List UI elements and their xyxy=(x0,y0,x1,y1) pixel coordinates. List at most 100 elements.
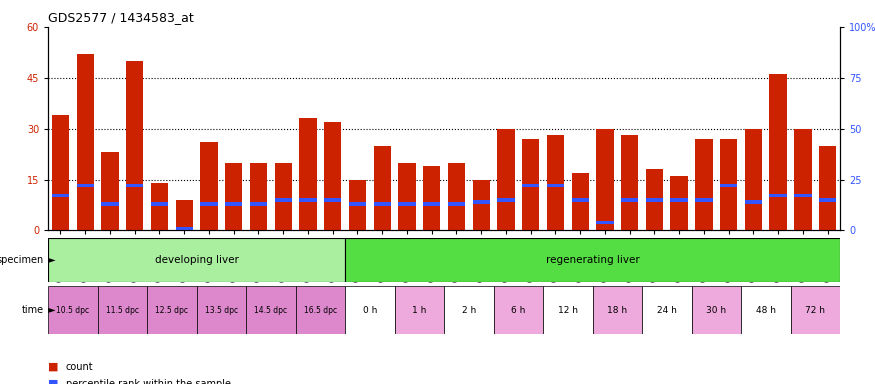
Bar xyxy=(48,286,98,334)
Text: ■: ■ xyxy=(48,379,59,384)
Bar xyxy=(646,198,663,202)
Text: 24 h: 24 h xyxy=(657,306,676,314)
Bar xyxy=(48,238,345,282)
Bar xyxy=(98,286,147,334)
Bar xyxy=(670,198,688,202)
Bar xyxy=(522,184,539,187)
Bar xyxy=(102,152,119,230)
Bar xyxy=(296,286,345,334)
Text: 1 h: 1 h xyxy=(412,306,426,314)
Bar xyxy=(642,286,691,334)
Bar xyxy=(197,286,246,334)
Text: 2 h: 2 h xyxy=(462,306,476,314)
Bar xyxy=(819,198,836,202)
Text: 72 h: 72 h xyxy=(805,306,825,314)
Bar xyxy=(769,194,787,197)
Bar xyxy=(691,286,741,334)
Bar xyxy=(696,198,712,202)
Bar xyxy=(147,286,197,334)
Text: 0 h: 0 h xyxy=(362,306,377,314)
Bar xyxy=(102,202,119,206)
Bar xyxy=(275,162,292,230)
Bar xyxy=(324,198,341,202)
Text: developing liver: developing liver xyxy=(155,255,239,265)
Bar xyxy=(596,220,613,224)
Bar xyxy=(819,146,836,230)
Bar xyxy=(720,139,738,230)
Bar xyxy=(225,202,242,206)
Bar xyxy=(126,61,144,230)
Bar xyxy=(596,129,613,230)
Bar xyxy=(497,198,514,202)
Bar xyxy=(493,286,543,334)
Text: 6 h: 6 h xyxy=(511,306,526,314)
Bar xyxy=(646,169,663,230)
Bar xyxy=(696,139,712,230)
Bar xyxy=(126,184,144,187)
Bar xyxy=(794,129,811,230)
Bar xyxy=(77,54,94,230)
Bar xyxy=(275,198,292,202)
Bar xyxy=(423,202,440,206)
Bar xyxy=(444,286,493,334)
Bar xyxy=(769,74,787,230)
Bar xyxy=(249,202,267,206)
Bar xyxy=(670,176,688,230)
Bar xyxy=(324,122,341,230)
Bar xyxy=(448,202,466,206)
Bar xyxy=(150,183,168,230)
Bar xyxy=(497,129,514,230)
Bar xyxy=(249,162,267,230)
Text: percentile rank within the sample: percentile rank within the sample xyxy=(66,379,231,384)
Bar xyxy=(794,194,811,197)
Bar xyxy=(571,198,589,202)
Bar xyxy=(592,286,642,334)
Text: ■: ■ xyxy=(48,362,59,372)
Text: 11.5 dpc: 11.5 dpc xyxy=(106,306,139,314)
Bar xyxy=(52,115,69,230)
Text: 13.5 dpc: 13.5 dpc xyxy=(205,306,238,314)
Bar xyxy=(225,162,242,230)
Bar xyxy=(374,202,391,206)
Bar xyxy=(547,184,564,187)
Bar xyxy=(299,198,317,202)
Text: count: count xyxy=(66,362,94,372)
Bar xyxy=(741,286,790,334)
Bar xyxy=(745,200,762,204)
Text: 48 h: 48 h xyxy=(756,306,776,314)
Text: 18 h: 18 h xyxy=(607,306,627,314)
Bar xyxy=(547,136,564,230)
Bar xyxy=(349,180,366,230)
Bar xyxy=(345,238,840,282)
Text: 16.5 dpc: 16.5 dpc xyxy=(304,306,337,314)
Text: 10.5 dpc: 10.5 dpc xyxy=(56,306,89,314)
Bar xyxy=(423,166,440,230)
Bar xyxy=(543,286,592,334)
Bar xyxy=(374,146,391,230)
Text: regenerating liver: regenerating liver xyxy=(546,255,640,265)
Bar xyxy=(345,286,395,334)
Bar xyxy=(52,194,69,197)
Text: 14.5 dpc: 14.5 dpc xyxy=(255,306,287,314)
Bar xyxy=(176,200,192,230)
Bar xyxy=(299,118,317,230)
Bar xyxy=(745,129,762,230)
Text: ►: ► xyxy=(45,255,55,265)
Bar xyxy=(621,198,639,202)
Bar xyxy=(77,184,94,187)
Bar xyxy=(621,136,639,230)
Text: specimen: specimen xyxy=(0,255,44,265)
Text: 12.5 dpc: 12.5 dpc xyxy=(156,306,188,314)
Bar xyxy=(571,173,589,230)
Bar xyxy=(448,162,466,230)
Bar xyxy=(473,180,490,230)
Text: 12 h: 12 h xyxy=(557,306,578,314)
Bar xyxy=(349,202,366,206)
Bar xyxy=(473,200,490,204)
Bar xyxy=(398,202,416,206)
Bar xyxy=(200,202,218,206)
Bar xyxy=(790,286,840,334)
Bar xyxy=(720,184,738,187)
Bar xyxy=(176,227,192,230)
Text: 30 h: 30 h xyxy=(706,306,726,314)
